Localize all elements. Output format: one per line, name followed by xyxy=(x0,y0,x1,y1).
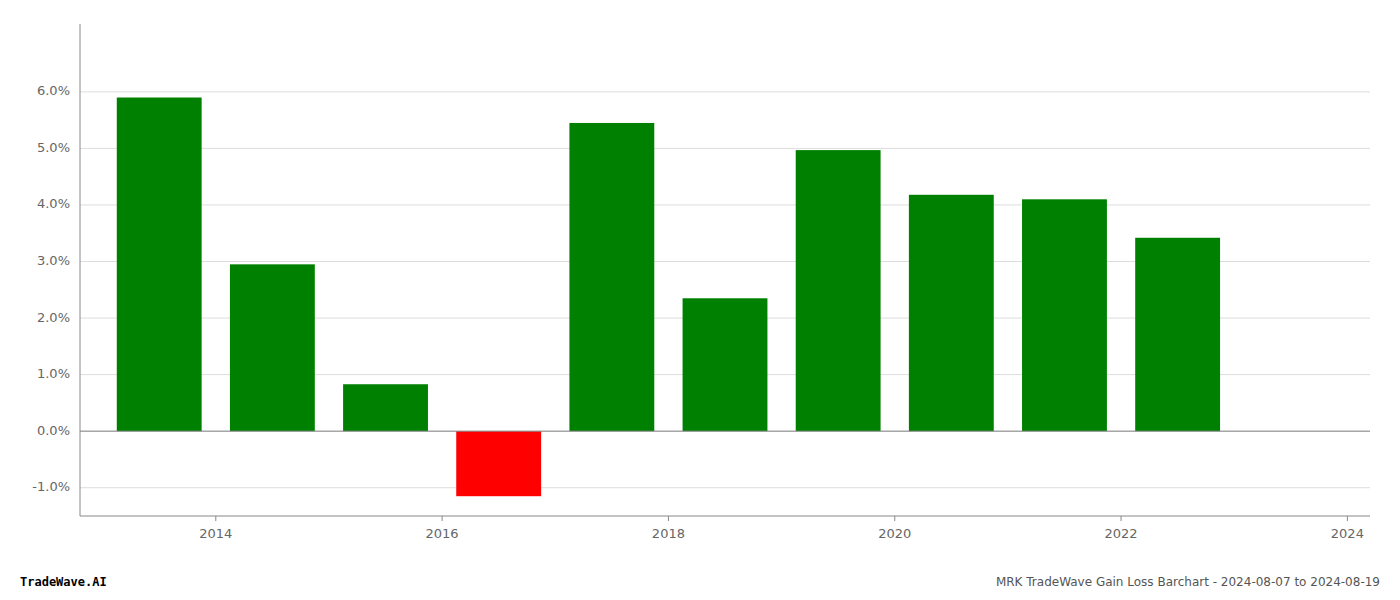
bar xyxy=(117,98,202,432)
y-tick-label: 2.0% xyxy=(37,310,70,325)
y-tick-label: 3.0% xyxy=(37,253,70,268)
bars xyxy=(117,98,1220,497)
zero-line xyxy=(80,431,1370,432)
x-tick-label: 2022 xyxy=(1105,526,1138,541)
x-tick-label: 2016 xyxy=(426,526,459,541)
y-tick-label: -1.0% xyxy=(32,479,70,494)
x-tick xyxy=(894,516,895,521)
grid-line xyxy=(80,148,1370,149)
footer-left: TradeWave.AI xyxy=(20,575,107,589)
x-tick xyxy=(668,516,669,521)
grid-line xyxy=(80,204,1370,205)
y-tick-label: 5.0% xyxy=(37,140,70,155)
grid-line xyxy=(80,91,1370,92)
bar xyxy=(230,264,315,431)
chart-container: -1.0%0.0%1.0%2.0%3.0%4.0%5.0%6.0%2014201… xyxy=(0,0,1400,600)
x-tick-label: 2020 xyxy=(878,526,911,541)
bar xyxy=(456,431,541,496)
y-tick-label: 1.0% xyxy=(37,366,70,381)
bar xyxy=(796,150,881,431)
bar xyxy=(1022,199,1107,431)
bar xyxy=(569,123,654,431)
y-axis-line xyxy=(80,24,81,516)
x-ticks: 2014 2016 2018 2020 2022 2024 xyxy=(199,516,1364,541)
x-axis-line xyxy=(80,515,1370,516)
x-tick xyxy=(442,516,443,521)
bar xyxy=(909,195,994,431)
bar xyxy=(683,298,768,431)
x-tick xyxy=(215,516,216,521)
x-tick xyxy=(1121,516,1122,521)
y-tick-label: 6.0% xyxy=(37,83,70,98)
grid-line xyxy=(80,487,1370,488)
y-tick-label: 0.0% xyxy=(37,423,70,438)
y-ticks: -1.0% 0.0% 1.0% 2.0% 3.0% 4.0% 5.0% 6.0% xyxy=(32,83,70,494)
x-tick-label: 2018 xyxy=(652,526,685,541)
grid-line xyxy=(80,431,1370,432)
bar xyxy=(1135,238,1220,431)
x-tick-label: 2014 xyxy=(199,526,232,541)
bar xyxy=(343,384,428,431)
y-tick-label: 4.0% xyxy=(37,196,70,211)
x-tick-label: 2024 xyxy=(1331,526,1364,541)
chart-svg: -1.0%0.0%1.0%2.0%3.0%4.0%5.0%6.0%2014201… xyxy=(0,0,1400,600)
x-tick xyxy=(1347,516,1348,521)
footer-right: MRK TradeWave Gain Loss Barchart - 2024-… xyxy=(996,575,1380,589)
y-grid xyxy=(80,92,1370,488)
